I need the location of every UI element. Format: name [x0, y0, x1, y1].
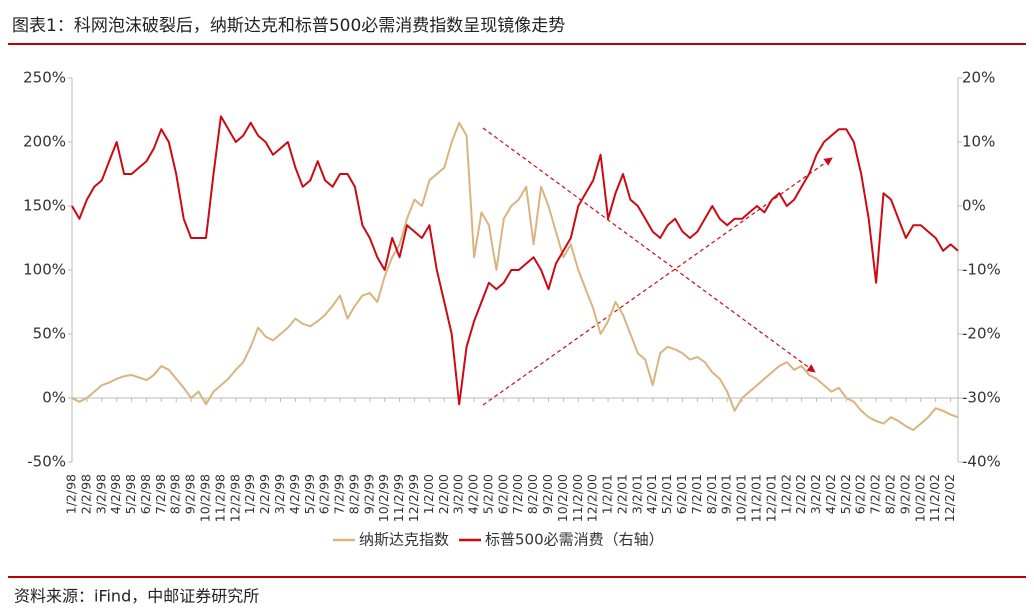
x-tick-label: 3/2/98 [93, 474, 108, 514]
x-tick-label: 10/2/02 [912, 474, 927, 522]
y-tick-label: 150% [23, 197, 66, 215]
x-tick-label: 10/2/01 [734, 474, 749, 522]
x-tick-label: 1/2/99 [242, 474, 257, 514]
x-tick-label: 2/2/02 [793, 474, 808, 514]
x-tick-label: 6/2/99 [317, 474, 332, 514]
x-tick-label: 4/2/02 [823, 474, 838, 514]
x-tick-label: 12/2/98 [227, 474, 242, 522]
x-tick-label: 1/2/98 [64, 474, 79, 514]
x-tick-label: 6/2/00 [495, 474, 510, 514]
x-tick-label: 3/2/01 [629, 474, 644, 514]
x-tick-label: 6/2/01 [674, 474, 689, 514]
x-tick-label: 3/2/02 [808, 474, 823, 514]
x-tick-label: 5/2/00 [480, 474, 495, 514]
x-tick-label: 5/2/99 [302, 474, 317, 514]
x-tick-label: 11/2/01 [748, 474, 763, 522]
chart-title: 图表1：科网泡沫破裂后，纳斯达克和标普500必需消费指数呈现镜像走势 [12, 16, 565, 36]
x-tick-label: 11/2/98 [212, 474, 227, 522]
trend-arrow [482, 127, 816, 373]
x-tick-label: 1/2/01 [600, 474, 615, 514]
x-tick-label: 2/2/00 [436, 474, 451, 514]
y2-tick-label: 10% [962, 133, 995, 151]
y2-tick-label: 20% [962, 69, 995, 87]
x-tick-label: 8/2/02 [882, 474, 897, 514]
x-tick-label: 9/2/02 [897, 474, 912, 514]
y2-tick-label: 0% [962, 197, 986, 215]
y-tick-label: 250% [23, 69, 66, 87]
x-tick-label: 5/2/02 [838, 474, 853, 514]
x-tick-label: 12/2/02 [942, 474, 957, 522]
x-tick-label: 7/2/00 [510, 474, 525, 514]
x-tick-label: 10/2/99 [376, 474, 391, 522]
x-tick-label: 2/2/99 [257, 474, 272, 514]
x-tick-label: 4/2/00 [466, 474, 481, 514]
x-tick-label: 8/2/99 [346, 474, 361, 514]
x-tick-label: 9/2/01 [719, 474, 734, 514]
series-line [71, 121, 959, 431]
x-tick-label: 11/2/99 [391, 474, 406, 522]
x-tick-label: 7/2/98 [153, 474, 168, 514]
x-tick-label: 1/2/00 [421, 474, 436, 514]
y-tick-label: 200% [23, 133, 66, 151]
y-tick-label: 100% [23, 261, 66, 279]
x-tick-label: 12/2/00 [585, 474, 600, 522]
y-tick-label: 50% [33, 325, 66, 343]
x-tick-label: 3/2/99 [272, 474, 287, 514]
legend-label: 标普500必需消费（右轴） [485, 531, 664, 549]
x-tick-label: 12/2/01 [763, 474, 778, 522]
x-tick-label: 9/2/99 [361, 474, 376, 514]
x-tick-label: 7/2/01 [689, 474, 704, 514]
x-tick-label: 8/2/98 [168, 474, 183, 514]
x-tick-label: 8/2/01 [704, 474, 719, 514]
legend-label: 纳斯达克指数 [359, 531, 449, 549]
x-tick-label: 5/2/01 [659, 474, 674, 514]
x-tick-label: 4/2/01 [644, 474, 659, 514]
x-tick-label: 8/2/00 [525, 474, 540, 514]
x-tick-label: 6/2/98 [138, 474, 153, 514]
x-tick-label: 10/2/98 [198, 474, 213, 522]
x-tick-label: 6/2/02 [853, 474, 868, 514]
x-tick-label: 10/2/00 [555, 474, 570, 522]
x-tick-label: 7/2/99 [332, 474, 347, 514]
x-tick-label: 4/2/98 [108, 474, 123, 514]
y2-tick-label: -30% [962, 389, 1001, 407]
x-tick-label: 5/2/98 [123, 474, 138, 514]
series-line [71, 115, 959, 406]
trend-arrow [482, 157, 833, 406]
x-tick-label: 12/2/99 [406, 474, 421, 522]
x-tick-label: 9/2/98 [183, 474, 198, 514]
x-tick-label: 11/2/02 [927, 474, 942, 522]
x-tick-label: 2/2/01 [614, 474, 629, 514]
x-tick-label: 1/2/02 [778, 474, 793, 514]
x-tick-label: 4/2/99 [287, 474, 302, 514]
x-tick-label: 9/2/00 [540, 474, 555, 514]
x-tick-label: 2/2/98 [78, 474, 93, 514]
y2-tick-label: -10% [962, 261, 1001, 279]
source: 资料来源：iFind，中邮证券研究所 [14, 587, 259, 606]
y2-tick-label: -40% [962, 453, 1001, 471]
y-tick-label: 0% [42, 389, 66, 407]
x-tick-label: 7/2/02 [868, 474, 883, 514]
x-tick-label: 11/2/00 [570, 474, 585, 522]
y2-tick-label: -20% [962, 325, 1001, 343]
x-tick-label: 3/2/00 [451, 474, 466, 514]
y-tick-label: -50% [27, 453, 66, 471]
